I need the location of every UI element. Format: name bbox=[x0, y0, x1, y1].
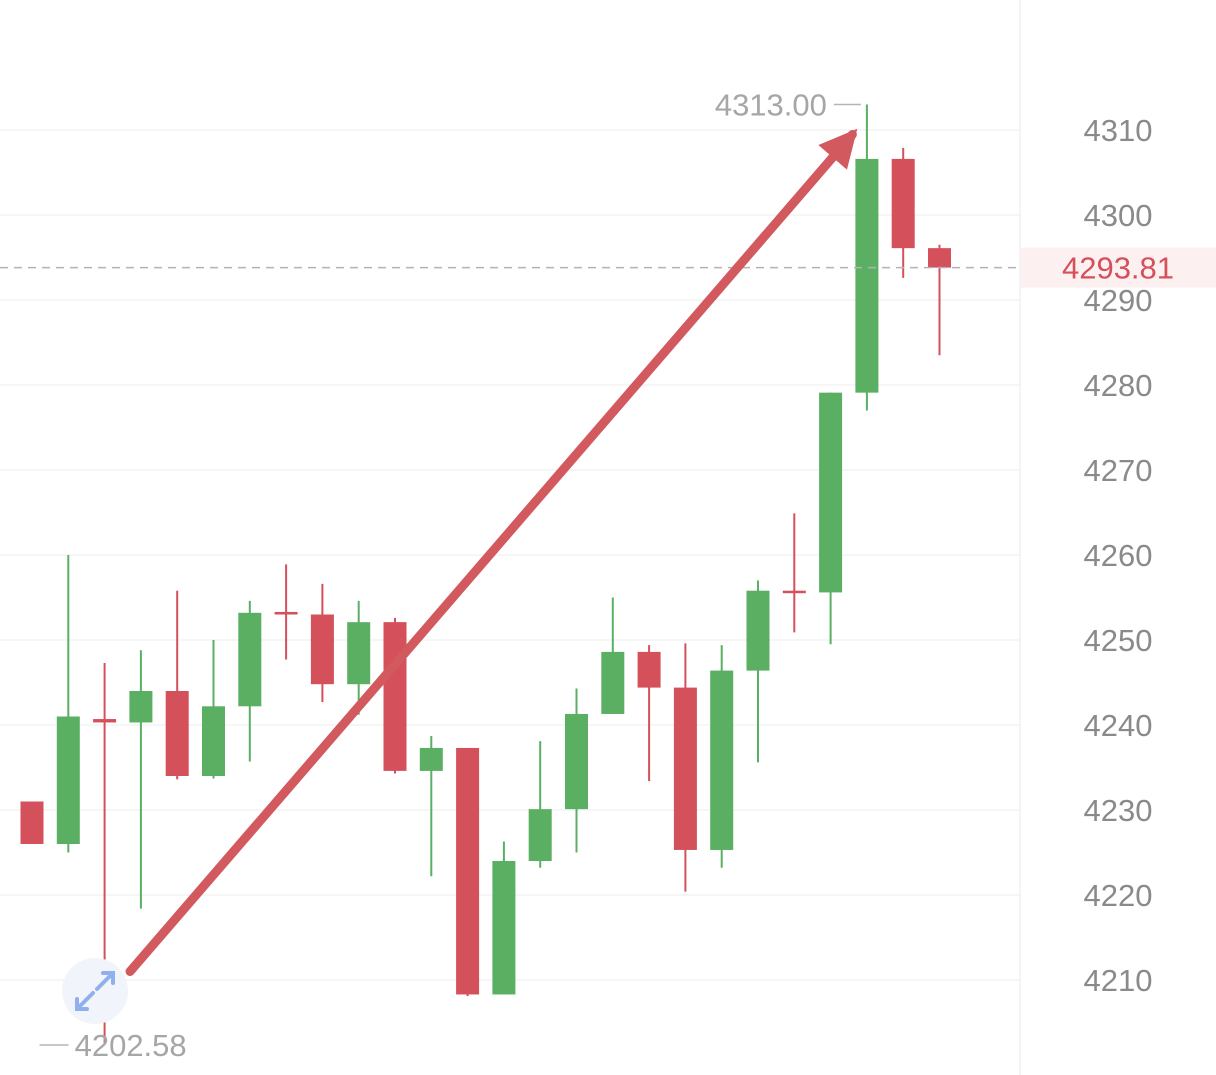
candle-body bbox=[673, 687, 697, 850]
y-tick-label: 4250 bbox=[1084, 623, 1153, 658]
candle bbox=[383, 617, 407, 774]
candle-body bbox=[419, 747, 443, 771]
candle bbox=[601, 597, 625, 714]
candle bbox=[637, 645, 661, 782]
candle-body bbox=[383, 622, 407, 771]
candle bbox=[274, 564, 298, 660]
candle-body bbox=[565, 713, 588, 810]
last-price-label: 4293.81 bbox=[1062, 251, 1174, 286]
expand-arrows-icon bbox=[75, 971, 115, 1011]
candle bbox=[129, 650, 153, 909]
last-price-indicator: 4293.81 bbox=[0, 247, 1216, 288]
candle bbox=[746, 580, 770, 763]
expand-button[interactable] bbox=[62, 958, 128, 1024]
candle bbox=[238, 600, 262, 762]
candle-body bbox=[456, 747, 480, 995]
y-tick-label: 4270 bbox=[1084, 453, 1153, 488]
y-tick-label: 4210 bbox=[1084, 963, 1153, 998]
y-tick-label: 4220 bbox=[1084, 878, 1153, 913]
y-tick-label: 4280 bbox=[1084, 368, 1153, 403]
candle bbox=[165, 590, 189, 780]
candle bbox=[56, 555, 80, 853]
candle bbox=[891, 147, 915, 278]
candle-body bbox=[891, 158, 915, 249]
low-marker-label: 4202.58 bbox=[75, 1028, 187, 1063]
candles bbox=[20, 104, 951, 1044]
candle bbox=[673, 643, 697, 892]
candle-body bbox=[928, 248, 951, 268]
candle-body bbox=[710, 670, 734, 850]
y-tick-label: 4300 bbox=[1084, 198, 1153, 233]
candle-body bbox=[637, 651, 661, 688]
candle-body bbox=[129, 691, 153, 723]
grid-lines bbox=[0, 129, 1020, 981]
candle-body bbox=[202, 706, 225, 776]
candle bbox=[347, 600, 371, 715]
candle bbox=[456, 747, 480, 997]
last-price-label-bg bbox=[1021, 247, 1216, 288]
y-tick-label: 4310 bbox=[1084, 113, 1153, 148]
candle bbox=[528, 741, 552, 868]
candle bbox=[202, 640, 225, 779]
y-tick-label: 4230 bbox=[1084, 793, 1153, 828]
y-tick-label: 4240 bbox=[1084, 708, 1153, 743]
candle bbox=[419, 736, 443, 877]
candle bbox=[710, 645, 734, 868]
candle bbox=[782, 513, 806, 633]
candle-body bbox=[746, 590, 770, 671]
candle-body bbox=[347, 622, 371, 685]
candle-body bbox=[855, 158, 879, 393]
candle-body bbox=[20, 801, 44, 844]
candle bbox=[819, 392, 843, 645]
candle-body bbox=[601, 651, 625, 714]
extreme-markers: 4313.00 4202.58 bbox=[39, 88, 861, 1063]
y-tick-label: 4260 bbox=[1084, 538, 1153, 573]
candle-body bbox=[528, 809, 552, 861]
candle-body bbox=[274, 611, 298, 615]
candle bbox=[310, 583, 334, 703]
trend-arrow[interactable] bbox=[125, 128, 858, 976]
candle bbox=[928, 244, 951, 356]
candle-body bbox=[492, 861, 516, 995]
candle-body bbox=[93, 719, 117, 723]
candle-body bbox=[819, 392, 843, 593]
y-tick-label: 4290 bbox=[1084, 283, 1153, 318]
y-axis-ticks: 4210 4220 4230 4240 4250 4260 4270 4280 4290 4300… bbox=[1084, 113, 1153, 998]
candle-body bbox=[782, 590, 806, 594]
candle bbox=[565, 688, 588, 853]
candle-body bbox=[310, 614, 334, 685]
high-marker-label: 4313.00 bbox=[715, 88, 827, 123]
candle-body bbox=[56, 716, 80, 844]
candle-body bbox=[165, 691, 189, 776]
candle bbox=[20, 801, 44, 844]
candle-body bbox=[238, 612, 262, 707]
candle bbox=[855, 104, 879, 411]
candle bbox=[492, 841, 516, 995]
